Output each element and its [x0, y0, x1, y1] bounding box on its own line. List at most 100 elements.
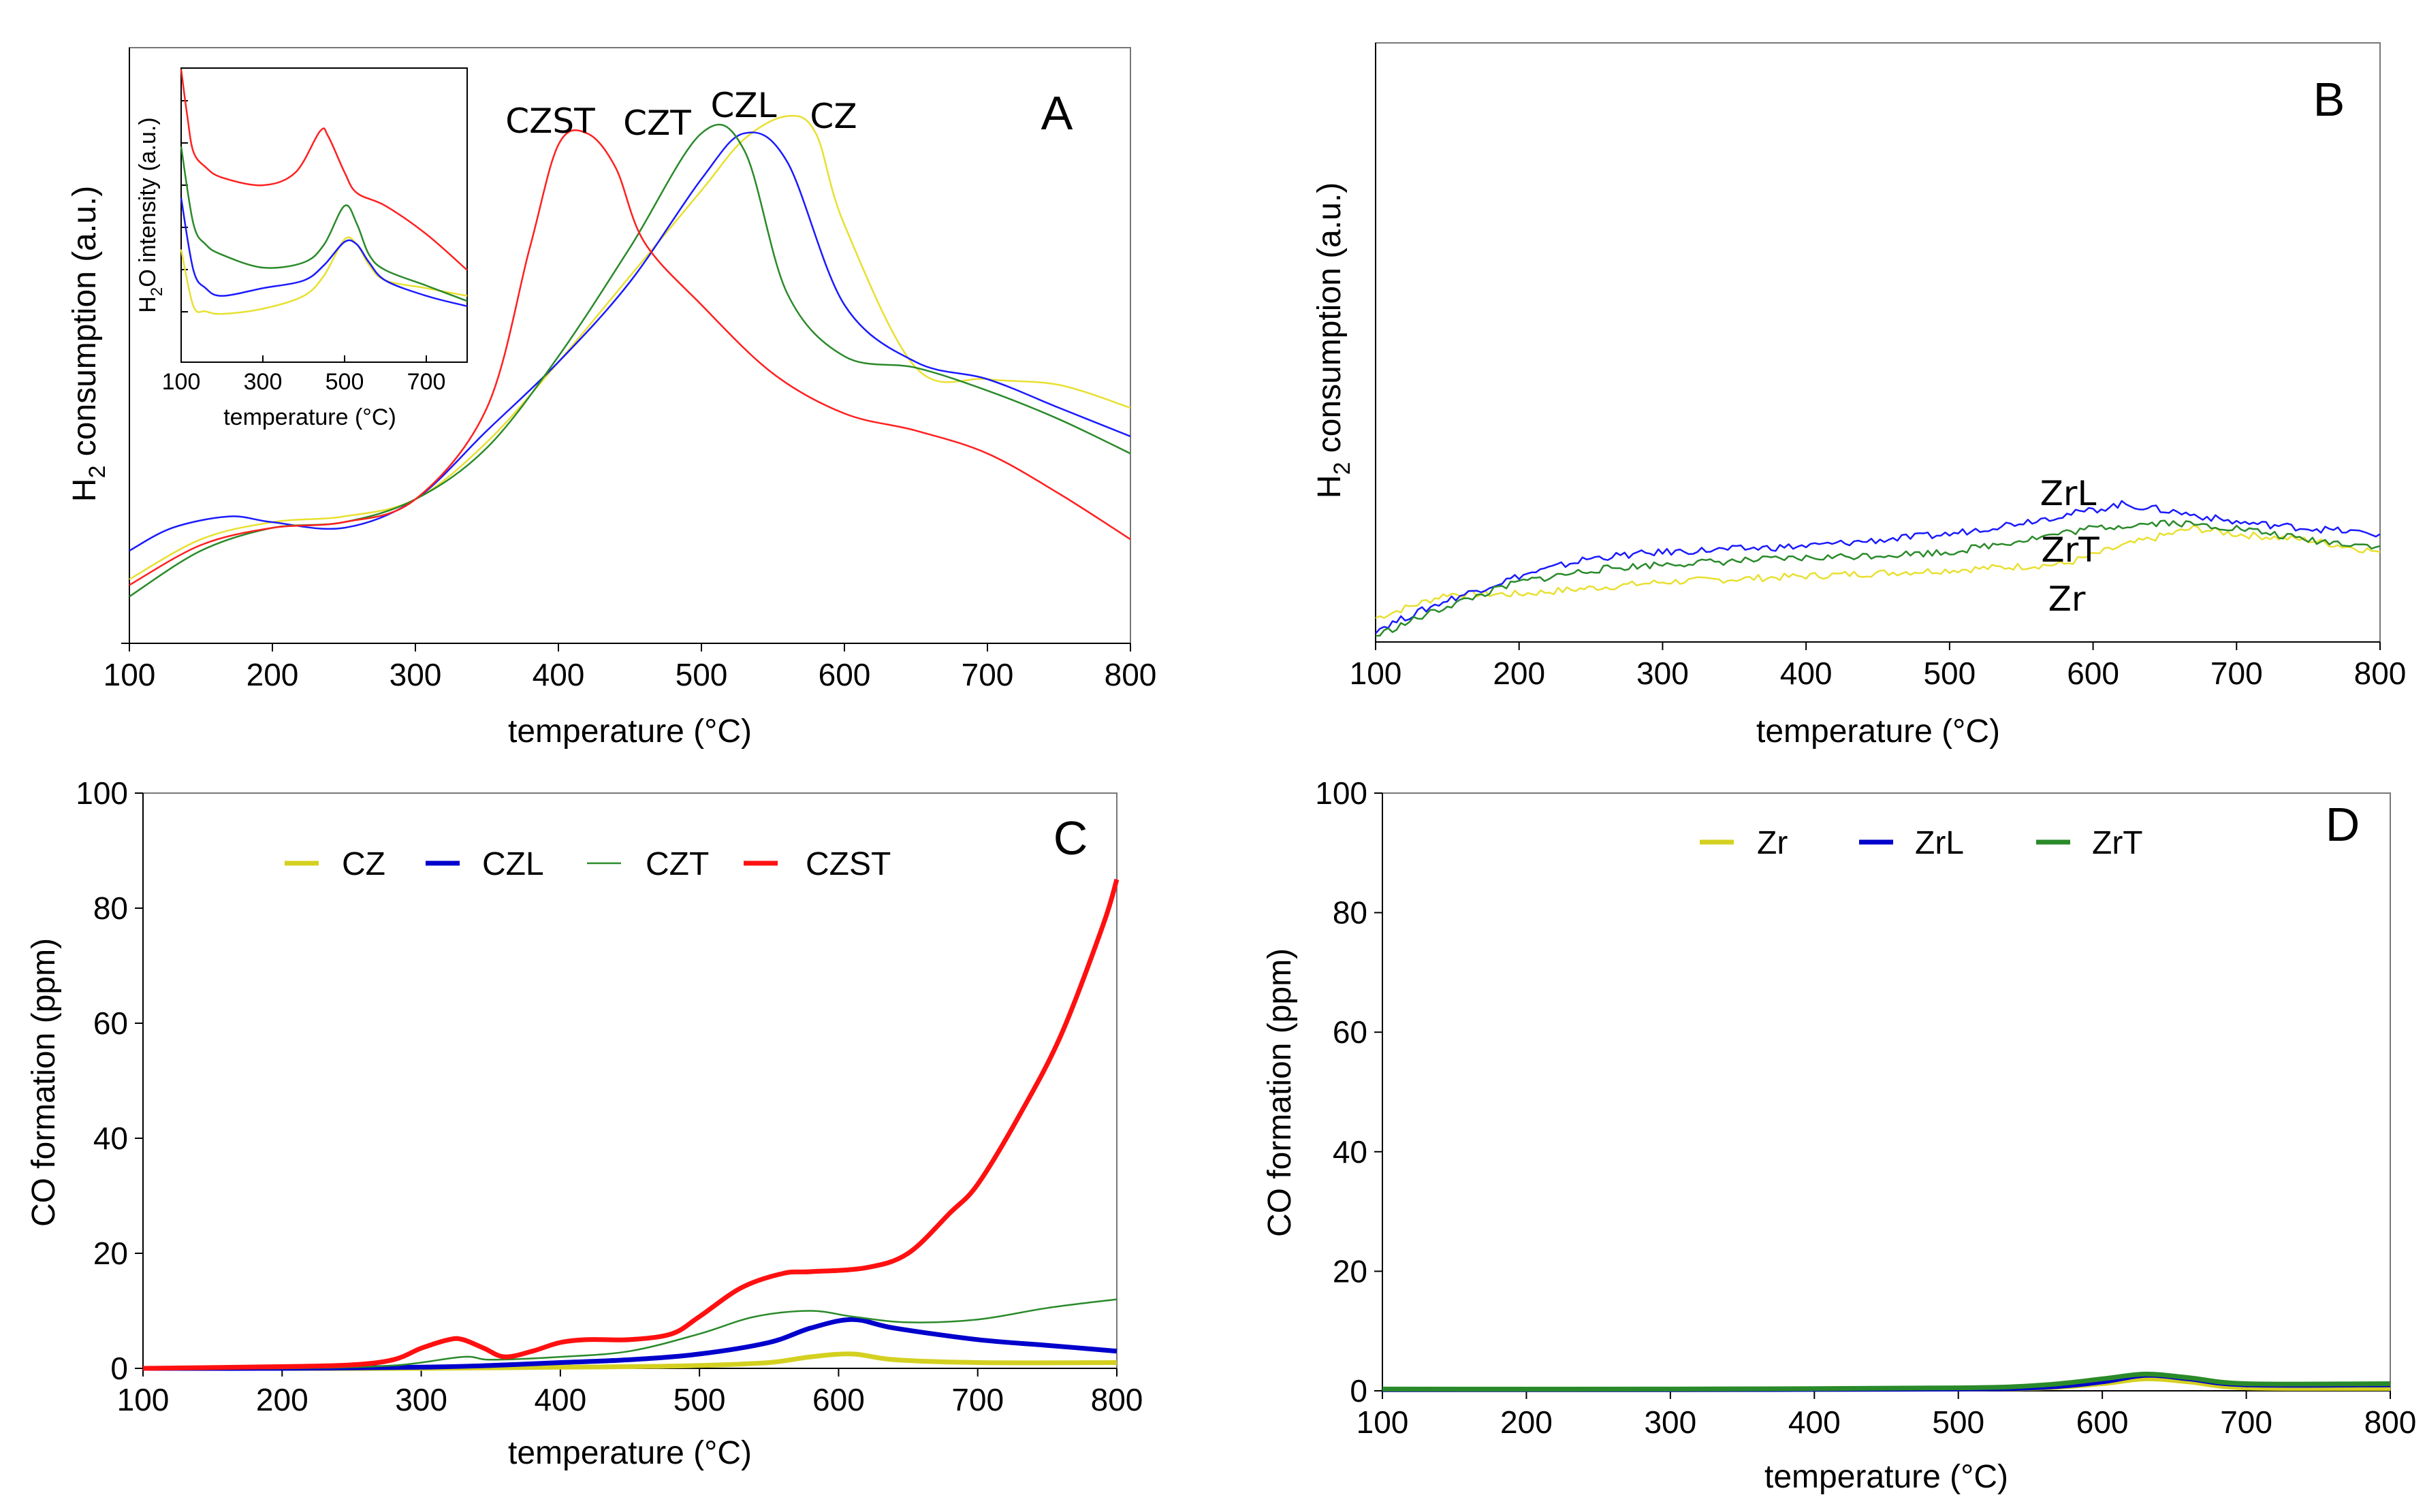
panel-b-series-zrt [1375, 519, 2381, 637]
panel-c-x-label: temperature (°C) [508, 1435, 752, 1471]
panel-d-y-tick-label: 60 [1333, 1014, 1367, 1050]
panel-a-letter: A [1041, 86, 1073, 140]
panel-d-x-ticks: 100 200 300 400 500 600 700 800 [1357, 1391, 2417, 1440]
panel-b-x-ticks: 100 200 300 400 500 600 700 800 [1350, 642, 2407, 691]
panel-c-x-tick-label: 500 [673, 1382, 726, 1417]
panel-c-x-tick-label: 700 [951, 1382, 1004, 1417]
panel-b-series-zr [1375, 524, 2381, 620]
panel-a-x-tick-label: 100 [104, 657, 156, 692]
legend-d-zrt: ZrT [2092, 825, 2143, 861]
panel-d-x-tick-label: 300 [1644, 1404, 1696, 1440]
panel-b-frame [1375, 42, 2381, 643]
inset-y-label: H2O intensity (a.u.) [135, 117, 166, 312]
inset-series-czst [180, 69, 468, 271]
panel-b-curves [1375, 500, 2381, 637]
panel-a-label-czst: CZST [505, 101, 595, 141]
inset-frame [180, 67, 468, 363]
panel-d-letter: D [2326, 798, 2360, 851]
panel-d-y-label: CO formation (ppm) [1262, 948, 1298, 1237]
panel-c-x-tick-label: 200 [256, 1382, 308, 1417]
panel-a-label-czl: CZL [710, 86, 776, 125]
panel-d-curves [1382, 1371, 2391, 1392]
panel-d-x-tick-label: 800 [2364, 1404, 2417, 1440]
panel-b-x-tick-label: 200 [1493, 656, 1545, 691]
panel-b-x-label: temperature (°C) [1756, 713, 2000, 750]
panel-a-x-ticks: 100 200 300 400 500 600 700 800 [104, 643, 1157, 692]
panel-c-letter: C [1053, 811, 1088, 865]
panel-b-series-zrl [1375, 500, 2381, 634]
panel-b: 100 200 300 400 500 600 700 800 temperature (°C… [1312, 42, 2407, 750]
panel-d-x-label: temperature (°C) [1764, 1459, 2008, 1495]
panel-d: 100 200 300 400 500 600 700 800 0 20 40 60 80 100 te… [1262, 775, 2416, 1495]
panel-c-y-tick-label: 40 [93, 1121, 128, 1156]
inset-series-czt [180, 146, 468, 302]
panel-b-x-tick-label: 400 [1780, 656, 1833, 691]
panel-d-y-tick-label: 20 [1333, 1253, 1367, 1289]
panel-c-x-tick-label: 300 [395, 1382, 447, 1417]
panel-a-series-cz [129, 114, 1131, 581]
panel-a-x-tick-label: 800 [1105, 657, 1157, 692]
legend-d-zr: Zr [1757, 825, 1788, 861]
panel-c-series-czl [142, 1317, 1118, 1371]
panel-a: 100 200 300 400 500 600 700 800 temperature (°C… [67, 47, 1157, 750]
panel-d-x-tick-label: 600 [2076, 1404, 2129, 1440]
inset-x-tick-label: 100 [162, 369, 201, 395]
panel-d-x-tick-label: 700 [2220, 1404, 2272, 1440]
panel-d-legend: Zr ZrL ZrT [1700, 825, 2143, 861]
panel-c-y-tick-label: 20 [93, 1236, 128, 1271]
inset-x-tick-label: 300 [244, 369, 283, 395]
panel-c-y-tick-label: 0 [110, 1351, 128, 1386]
panel-a-x-tick-label: 500 [676, 657, 728, 692]
panel-a-x-label: temperature (°C) [508, 713, 752, 750]
panel-c-y-tick-label: 60 [93, 1006, 128, 1041]
panel-c-x-tick-label: 400 [534, 1382, 586, 1417]
inset-curves [180, 69, 468, 315]
panel-b-label-zrl: ZrL [2040, 474, 2097, 513]
panel-b-x-tick-label: 800 [2354, 656, 2407, 691]
panel-d-y-tick-label: 100 [1315, 775, 1367, 811]
panel-c-x-tick-label: 800 [1091, 1382, 1143, 1417]
panel-c-series-czst [142, 878, 1120, 1371]
panel-c-frame [142, 792, 1118, 1369]
legend-d-zrl: ZrL [1915, 825, 1964, 861]
inset-x-tick-label: 700 [407, 369, 446, 395]
panel-c-legend: CZ CZL CZT CZST [285, 846, 891, 882]
panel-c-y-label: CO formation (ppm) [26, 938, 62, 1227]
legend-c-czl: CZL [482, 846, 544, 882]
panel-d-frame [1382, 792, 2391, 1392]
inset-series-czl [180, 197, 468, 308]
inset-x-tick-label: 500 [326, 369, 364, 395]
panel-c: 100 200 300 400 500 600 700 800 0 20 40 60 80 100 te… [26, 775, 1143, 1471]
inset-x-ticks: 100 300 500 700 [162, 355, 446, 395]
panel-c-curves [142, 878, 1120, 1371]
panel-d-y-ticks: 0 20 40 60 80 100 [1315, 775, 1382, 1409]
panel-a-series-czl [129, 131, 1131, 552]
panel-b-x-tick-label: 600 [2067, 656, 2119, 691]
panel-a-curves [129, 114, 1131, 598]
inset-x-label: temperature (°C) [223, 404, 396, 430]
panel-d-x-tick-label: 100 [1357, 1404, 1409, 1440]
panel-b-label-zrt: ZrT [2041, 530, 2099, 570]
panel-d-x-tick-label: 400 [1788, 1404, 1841, 1440]
panel-b-x-tick-label: 500 [1923, 656, 1976, 691]
panel-c-y-tick-label: 80 [93, 890, 128, 926]
panel-b-letter: B [2313, 73, 2345, 126]
panel-d-series-zrt [1382, 1371, 2391, 1392]
panel-c-series-czt [142, 1298, 1118, 1370]
legend-c-czt: CZT [646, 846, 709, 882]
panel-a-x-tick-label: 200 [247, 657, 299, 692]
panel-d-x-tick-label: 500 [1932, 1404, 1984, 1440]
panel-a-x-tick-label: 300 [390, 657, 442, 692]
panel-a-inset: 100 300 500 700 temperature (°C) H2O intens… [135, 67, 468, 430]
panel-c-y-tick-label: 100 [76, 775, 128, 811]
panel-b-label-zr: Zr [2048, 579, 2086, 619]
panel-c-y-ticks: 0 20 40 60 80 100 [76, 775, 143, 1386]
panel-d-y-tick-label: 40 [1333, 1134, 1367, 1170]
panel-a-x-tick-label: 700 [962, 657, 1014, 692]
panel-c-x-tick-label: 100 [117, 1382, 170, 1417]
panel-b-x-tick-label: 300 [1636, 656, 1689, 691]
legend-c-cz: CZ [342, 846, 385, 882]
panel-b-y-label: H2 consumption (a.u.) [1312, 182, 1355, 498]
panel-c-x-ticks: 100 200 300 400 500 600 700 800 [117, 1368, 1143, 1417]
